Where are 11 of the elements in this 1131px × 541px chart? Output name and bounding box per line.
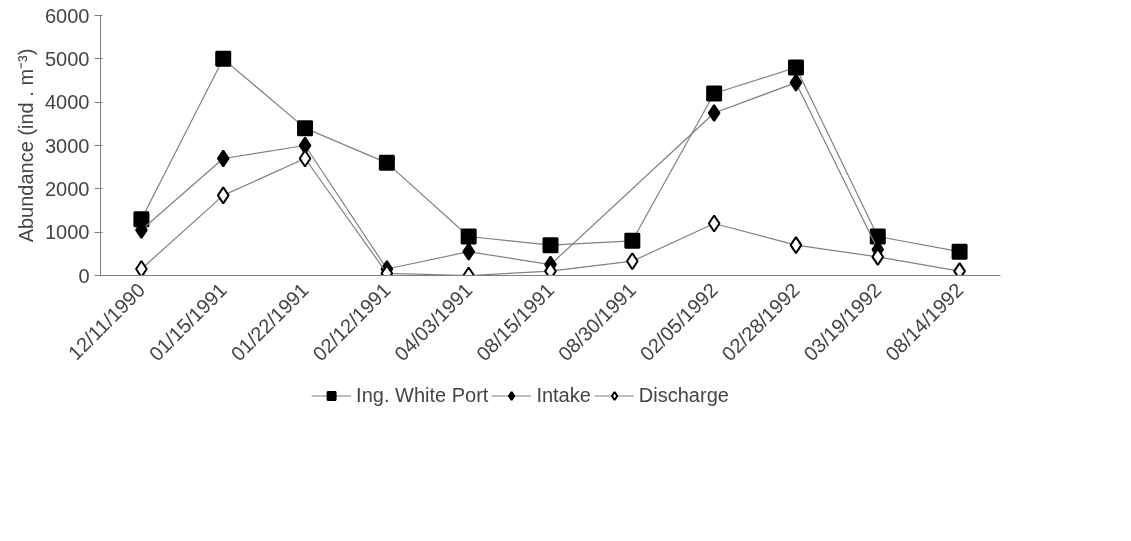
- y-axis-title: Abundance (ind . m⁻³): [15, 48, 38, 243]
- y-tick-label: 5000: [45, 47, 90, 70]
- y-tick-label: 3000: [45, 134, 90, 157]
- legend-label: Discharge: [638, 383, 729, 407]
- y-tick-label: 2000: [45, 177, 90, 200]
- legend-label: Ing. White Port: [356, 383, 489, 407]
- legend-label: Intake: [536, 383, 591, 407]
- y-tick-label: 4000: [45, 91, 90, 114]
- y-tick-label: 0: [78, 264, 90, 287]
- y-tick-label: 6000: [45, 4, 90, 27]
- y-tick-label: 1000: [45, 221, 90, 244]
